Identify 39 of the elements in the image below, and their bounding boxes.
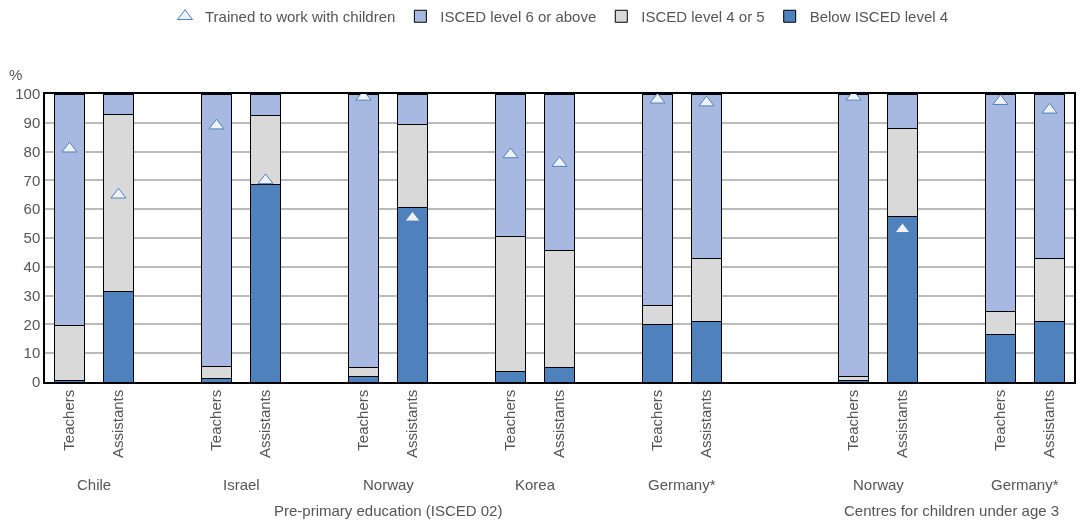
y-tick-label: 50 — [23, 229, 41, 247]
y-tick-label: 20 — [23, 315, 41, 333]
x-tick-label: Teachers — [648, 389, 666, 451]
y-tick-label: 80 — [23, 142, 41, 160]
y-tick-label: 60 — [23, 200, 41, 218]
legend-label: ISCED level 4 or 5 — [641, 8, 765, 26]
y-axis-title: % — [9, 66, 23, 83]
x-tick-label: Teachers — [354, 389, 372, 451]
text: Norway — [363, 476, 415, 493]
text: Centres for children under age 3 — [844, 502, 1060, 519]
y-tick-label: 0 — [31, 373, 41, 391]
x-tick-label: Teachers — [501, 389, 519, 451]
text: Germany* — [991, 476, 1059, 493]
y-tick-label: 100 — [15, 85, 41, 103]
legend-label: ISCED level 6 or above — [440, 8, 597, 26]
x-tick-label: Teachers — [991, 389, 1009, 451]
y-tick-label: 90 — [23, 114, 41, 132]
text: Chile — [77, 476, 112, 493]
x-tick-label: Teachers — [60, 389, 78, 451]
text: Norway — [853, 476, 905, 493]
text: Israel — [223, 476, 260, 493]
x-tick-label: Teachers — [207, 389, 225, 451]
legend-label: Below ISCED level 4 — [809, 8, 949, 26]
y-tick-label: 10 — [23, 344, 41, 362]
y-tick-label: 30 — [23, 286, 41, 304]
text: Germany* — [648, 476, 716, 493]
text: Pre-primary education (ISCED 02) — [274, 502, 503, 519]
y-tick-label: 70 — [23, 171, 41, 189]
x-tick-label: Assistants — [256, 389, 274, 459]
y-tick-label: 40 — [23, 258, 41, 276]
x-tick-label: Assistants — [1040, 389, 1058, 459]
text: Korea — [515, 476, 556, 493]
legend-label: Trained to work with children — [205, 8, 396, 26]
x-tick-label: Teachers — [844, 389, 862, 451]
x-tick-label: Assistants — [109, 389, 127, 459]
x-tick-label: Assistants — [550, 389, 568, 459]
x-tick-label: Assistants — [893, 389, 911, 459]
x-tick-label: Assistants — [403, 389, 421, 459]
x-tick-label: Assistants — [697, 389, 715, 459]
